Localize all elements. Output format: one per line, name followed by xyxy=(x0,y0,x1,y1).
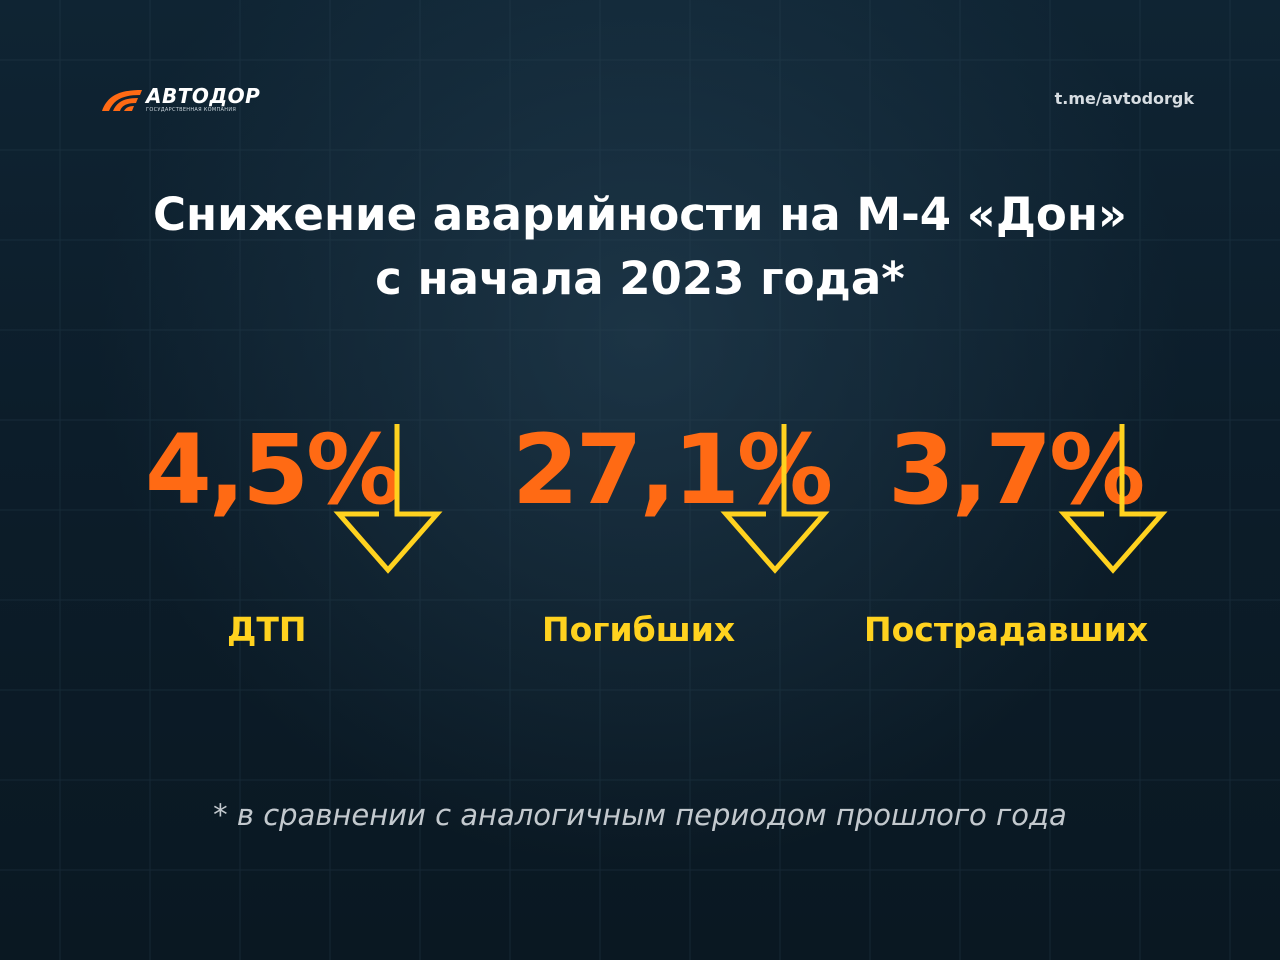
telegram-link[interactable]: t.me/avtodorgk xyxy=(1054,89,1194,108)
page-title: Снижение аварийности на М-4 «Дон» с нача… xyxy=(0,183,1280,311)
stat-value: 4,5% xyxy=(145,414,402,526)
avtodor-logo: АВТОДОР ГОСУДАРСТВЕННАЯ КОМПАНИЯ xyxy=(100,84,270,118)
stat-deaths: 27,1% Погибших xyxy=(512,410,842,670)
arrow-down-icon xyxy=(333,424,443,574)
title-line-2: с начала 2023 года* xyxy=(375,252,905,305)
stat-accidents: 4,5% ДТП xyxy=(145,410,455,670)
road-logo-icon xyxy=(102,90,142,111)
arrow-down-icon xyxy=(720,424,830,574)
title-line-1: Снижение аварийности на М-4 «Дон» xyxy=(153,188,1127,241)
stat-value: 3,7% xyxy=(888,414,1145,526)
stat-label: Пострадавших xyxy=(864,610,1149,649)
logo-tagline: ГОСУДАРСТВЕННАЯ КОМПАНИЯ xyxy=(146,107,237,113)
stat-label: Погибших xyxy=(542,610,736,649)
stat-injured: 3,7% Пострадавших xyxy=(862,410,1182,670)
logo-wordmark: АВТОДОР xyxy=(146,84,261,108)
stat-value: 27,1% xyxy=(512,414,833,526)
stat-label: ДТП xyxy=(227,610,307,649)
arrow-down-icon xyxy=(1058,424,1168,574)
footnote: * в сравнении с аналогичным периодом про… xyxy=(213,798,1067,832)
